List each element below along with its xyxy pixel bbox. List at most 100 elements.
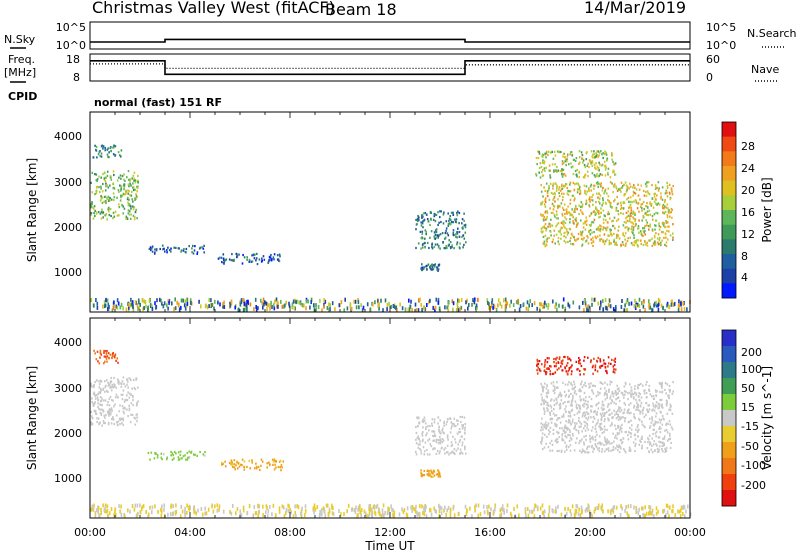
power-data-cell <box>542 195 544 198</box>
power-data-cell <box>148 247 151 251</box>
power-data-cell <box>268 259 270 262</box>
power-data-cell <box>549 225 551 228</box>
velocity-data-cell <box>613 359 615 362</box>
power-data-cell <box>539 176 542 179</box>
velocity-data-cell <box>536 372 539 375</box>
freq-panel: 18 8 60 0 <box>66 53 720 84</box>
power-data-cell <box>252 253 255 256</box>
power-data-cell <box>561 168 563 171</box>
power-data-cell <box>224 259 227 262</box>
power-data-cell <box>188 245 190 248</box>
velocity-data-cell <box>91 504 94 509</box>
power-data-cell <box>607 187 610 190</box>
velocity-data-cell <box>565 444 568 447</box>
power-data-cell <box>606 158 608 161</box>
velocity-data-cell <box>266 513 269 518</box>
power-data-cell <box>662 211 664 214</box>
power-data-cell <box>174 297 176 302</box>
velocity-data-cell <box>666 431 669 434</box>
power-data-cell <box>499 301 501 306</box>
power-data-cell <box>552 192 554 195</box>
velocity-data-cell <box>616 433 619 436</box>
power-data-cell <box>668 225 670 228</box>
velocity-data-cell <box>235 511 237 516</box>
velocity-data-cell <box>126 399 129 402</box>
power-data-cell <box>542 168 544 172</box>
velocity-data-cell <box>540 403 543 406</box>
velocity-data-cell <box>130 393 132 396</box>
velocity-data-cell <box>541 417 543 420</box>
velocity-data-cell <box>611 508 613 512</box>
velocity-data-cell <box>662 450 664 453</box>
power-data-cell <box>448 222 451 225</box>
velocity-data-cell <box>666 412 669 415</box>
power-data-cell <box>655 224 657 227</box>
power-data-cell <box>586 235 588 238</box>
power-data-cell <box>437 211 439 214</box>
velocity-data-cell <box>163 507 165 512</box>
velocity-data-cell <box>486 509 489 514</box>
power-data-cell <box>331 301 334 306</box>
power-data-cell <box>223 258 225 261</box>
velocity-data-cell <box>323 509 326 514</box>
velocity-data-cell <box>260 458 263 461</box>
velocity-data-cell <box>273 468 276 471</box>
velocity-data-cell <box>533 514 536 519</box>
velocity-data-cell <box>368 511 371 516</box>
velocity-data-cell <box>589 434 591 437</box>
velocity-data-cell <box>637 406 639 409</box>
power-data-cell <box>438 306 441 311</box>
power-data-cell <box>421 246 424 249</box>
power-data-cell <box>584 173 587 176</box>
velocity-data-cell <box>477 513 480 518</box>
velocity-data-cell <box>599 423 601 426</box>
power-data-cell <box>607 173 609 176</box>
power-data-cell <box>199 246 202 249</box>
velocity-data-cell <box>561 434 563 437</box>
velocity-data-cell <box>579 421 581 424</box>
velocity-data-cell <box>464 448 466 451</box>
power-data-cell <box>581 243 584 246</box>
power-data-cell <box>603 226 605 229</box>
velocity-data-cell <box>604 417 606 421</box>
power-data-cell <box>219 302 221 307</box>
power-cbar-tick-12: 12 <box>741 228 755 241</box>
velocity-data-cell <box>107 421 110 424</box>
velocity-data-cell <box>587 412 590 415</box>
velocity-data-cell <box>95 412 98 416</box>
power-data-cell <box>555 189 558 192</box>
velocity-data-cell <box>658 428 660 431</box>
velocity-data-cell <box>612 365 615 368</box>
power-data-cell <box>104 303 107 308</box>
velocity-colorbar-frame <box>721 329 737 507</box>
velocity-data-cell <box>627 434 629 437</box>
time-tick-20: 20:00 <box>574 526 606 539</box>
power-data-cell <box>475 305 477 310</box>
velocity-data-cell <box>518 513 520 518</box>
velocity-data-cell <box>615 398 617 401</box>
power-data-cell <box>555 210 558 213</box>
velocity-data-cell <box>274 460 276 463</box>
power-data-cell <box>606 157 609 160</box>
velocity-data-cell <box>111 383 114 386</box>
power-data-cell <box>593 218 596 221</box>
power-data-cell <box>120 196 122 199</box>
power-data-cell <box>100 197 103 200</box>
power-data-cell <box>98 186 100 189</box>
power-data-cell <box>599 303 602 308</box>
velocity-data-cell <box>260 464 262 467</box>
velocity-data-cell <box>613 409 615 412</box>
velocity-data-cell <box>528 509 531 514</box>
velocity-data-cell <box>578 357 580 360</box>
velocity-data-cell <box>568 389 570 392</box>
power-data-cell <box>608 212 610 216</box>
power-data-cell <box>217 257 220 260</box>
power-data-cell <box>118 203 120 206</box>
power-data-cell <box>234 305 236 310</box>
power-data-cell <box>539 162 542 165</box>
power-data-cell <box>118 176 120 179</box>
power-data-cell <box>644 241 646 244</box>
power-data-cell <box>120 188 122 191</box>
power-data-cell <box>155 248 158 251</box>
time-axis: 00:00 04:00 08:00 12:00 16:00 20:00 00:0… <box>74 526 706 553</box>
